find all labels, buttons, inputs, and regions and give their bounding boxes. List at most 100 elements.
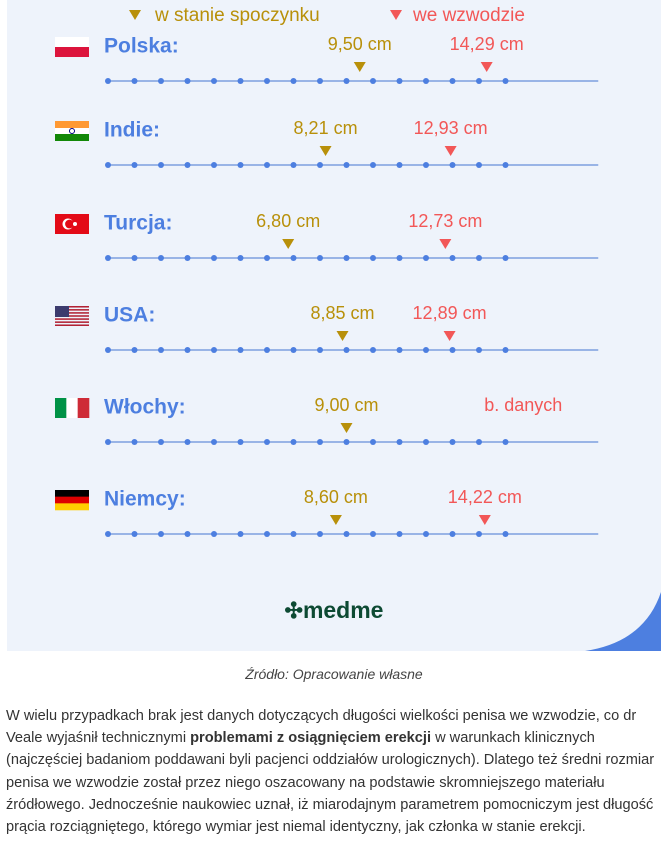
flag	[55, 306, 89, 308]
flag	[55, 318, 89, 320]
scale-dot	[184, 162, 191, 168]
flag	[55, 312, 89, 314]
scale-dot	[370, 439, 376, 445]
country-name: USA:	[104, 304, 155, 327]
scale-dot	[184, 439, 191, 445]
value-label: 6,80 cm	[256, 211, 320, 231]
country-name: Turcja:	[104, 212, 172, 235]
scale-dot	[237, 531, 244, 537]
corner-swoosh	[585, 592, 661, 651]
country-name: Niemcy:	[104, 488, 186, 511]
scale-dot	[290, 531, 297, 537]
scale-dot	[264, 255, 270, 261]
scale-dot	[131, 78, 138, 84]
scale-dot	[158, 162, 164, 168]
paragraph: W wielu przypadkach brak jest danych dot…	[6, 705, 662, 838]
scale-dot	[264, 78, 270, 84]
scale-dot	[131, 531, 138, 537]
value-label: 12,89 cm	[413, 303, 487, 323]
scale-dot	[370, 78, 376, 84]
scale-dot	[290, 78, 297, 84]
scale-dot	[264, 162, 270, 168]
scale-dot	[317, 255, 323, 261]
scale-dot	[211, 78, 217, 84]
scale-dot	[264, 531, 270, 537]
scale-dot	[423, 162, 429, 168]
flag	[55, 309, 89, 311]
scale-dot	[184, 531, 191, 537]
flag	[77, 398, 90, 418]
flag-icon	[55, 214, 89, 234]
scale-dot	[211, 347, 217, 353]
scale-dot	[449, 531, 456, 537]
scale-dot	[105, 78, 111, 84]
country-name: Polska:	[104, 35, 179, 58]
flag	[55, 128, 89, 134]
logo-text: medme	[303, 597, 384, 623]
value-label: 8,60 cm	[304, 487, 368, 507]
value-label: 14,22 cm	[448, 487, 522, 507]
marker	[444, 146, 457, 156]
marker	[282, 239, 295, 249]
flag-icon	[55, 37, 89, 57]
scale-dot	[449, 162, 456, 168]
scale-dot	[449, 78, 456, 84]
marker	[340, 423, 353, 433]
scale-dot	[476, 78, 482, 84]
scale-dot	[290, 255, 297, 261]
flag	[55, 503, 89, 511]
scale-dot	[423, 439, 429, 445]
scale-dot	[131, 439, 138, 445]
scale-dot	[396, 347, 403, 353]
scale-dot	[237, 439, 244, 445]
scale-dot	[237, 347, 244, 353]
legend-label: we wzwodzie	[412, 5, 525, 26]
flag	[55, 324, 89, 326]
scale-dot	[476, 439, 482, 445]
value-label: 9,00 cm	[314, 395, 378, 415]
scale-dot	[396, 162, 403, 168]
paragraph-bold: problemami z osiągnięciem erekcji	[190, 730, 432, 747]
scale-dot	[317, 439, 323, 445]
scale-dot	[131, 347, 138, 353]
scale-dot	[158, 531, 164, 537]
scale-dot	[290, 439, 297, 445]
marker	[439, 239, 452, 249]
scale-dot	[105, 162, 111, 168]
flag	[66, 398, 78, 418]
scale-dot	[449, 439, 456, 445]
scale-dot	[237, 255, 244, 261]
value-label: 12,73 cm	[408, 211, 482, 231]
scale-dot	[449, 255, 456, 261]
flag	[69, 128, 75, 134]
scale-dot	[184, 347, 191, 353]
scale-dot	[423, 347, 429, 353]
flag	[55, 490, 89, 497]
country-name: Indie:	[104, 119, 160, 142]
scale-dot	[158, 255, 164, 261]
scale-dot	[343, 162, 350, 168]
scale-dot	[158, 78, 164, 84]
value-label: 9,50 cm	[328, 34, 392, 54]
paragraph-text: W wielu przypadkach brak jest danych dot…	[6, 708, 637, 747]
marker	[480, 62, 493, 72]
country-name: Włochy:	[104, 396, 186, 419]
flag	[73, 222, 77, 226]
scale-dot	[502, 78, 509, 84]
value-label: 8,21 cm	[294, 118, 358, 138]
scale-dot	[131, 162, 138, 168]
scale-dot	[131, 255, 138, 261]
scale-dot	[476, 255, 482, 261]
scale-dot	[343, 347, 350, 353]
scale-dot	[423, 255, 429, 261]
marker	[329, 515, 342, 525]
value-label: 8,85 cm	[311, 303, 375, 323]
legend-marker	[390, 10, 402, 20]
scale-dot	[343, 255, 350, 261]
scale-dot	[343, 531, 350, 537]
logo: ✣medme	[285, 597, 384, 623]
scale-dot	[237, 162, 244, 168]
paragraph-text: w warunkach klinicznych (najczęściej bad…	[6, 730, 655, 836]
scale-dot	[343, 78, 350, 84]
